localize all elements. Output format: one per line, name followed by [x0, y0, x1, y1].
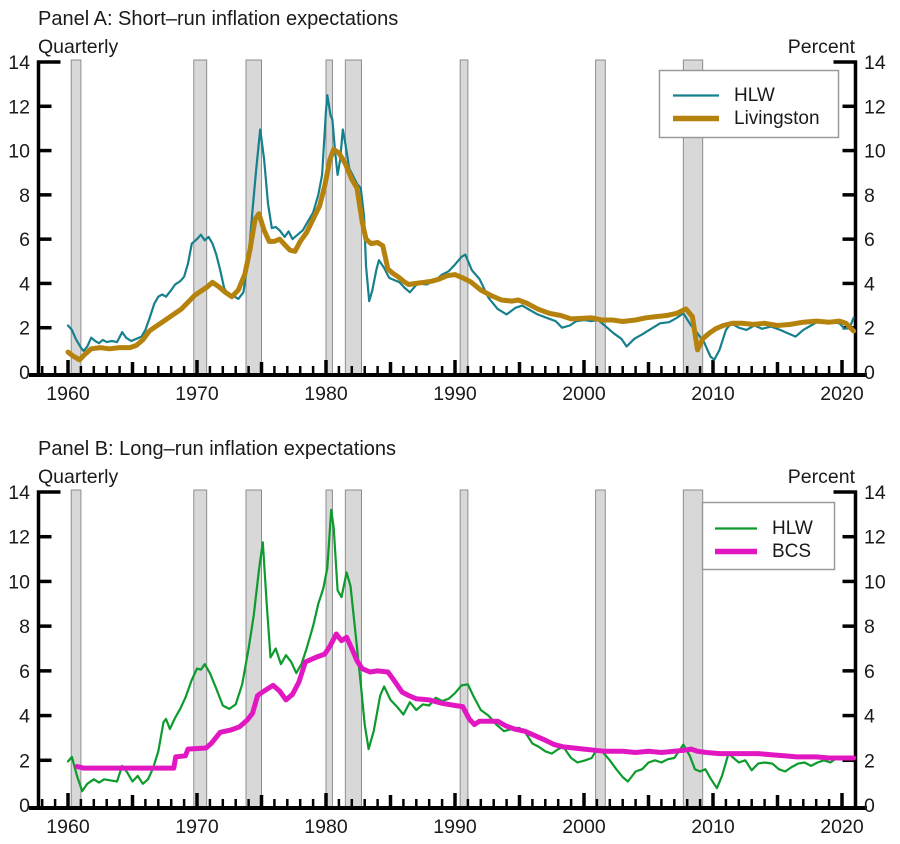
left-y-axis-tick-label: 2 [19, 750, 30, 772]
panel-a-hlw-line [66, 94, 855, 361]
left-y-axis-tick-label: 0 [19, 795, 30, 817]
x-axis-tick-label: 2000 [562, 816, 606, 838]
legend-b-hlw-label: HLW [772, 518, 813, 539]
right-y-axis-tick-label: 14 [864, 482, 886, 504]
x-axis-tick-label: 1980 [304, 383, 348, 405]
panel-b-freq-label: Quarterly [38, 466, 118, 488]
panel-b-title: Panel B: Long–run inflation expectations [38, 438, 396, 460]
left-y-axis-tick-label: 12 [8, 527, 30, 549]
recession-band [459, 59, 469, 375]
recession-band [682, 489, 704, 808]
legend-b-bcs-label: BCS [772, 541, 811, 562]
x-axis-tick-label: 2000 [562, 383, 606, 405]
panel-a-unit-label: Percent [788, 36, 856, 58]
x-axis-tick-label: 1990 [433, 383, 477, 405]
left-y-axis-tick-label: 8 [19, 616, 30, 638]
x-axis-tick-label: 1970 [175, 816, 219, 838]
legend-a-hlw-label: HLW [734, 85, 775, 106]
left-y-axis-tick-label: 4 [19, 706, 30, 728]
panel-a-title: Panel A: Short–run inflation expectation… [38, 8, 398, 30]
right-y-axis-tick-label: 6 [864, 661, 875, 683]
right-y-axis-tick-label: 4 [864, 273, 875, 295]
right-y-axis-tick-label: 12 [864, 527, 886, 549]
x-axis-tick-label: 2010 [691, 383, 735, 405]
recession-band [595, 59, 606, 375]
right-y-axis-tick-label: 10 [864, 571, 886, 593]
left-y-axis-tick-label: 8 [19, 185, 30, 207]
recession-band [595, 489, 606, 808]
panel-b-unit-label: Percent [788, 466, 856, 488]
right-y-axis-tick-label: 0 [864, 795, 875, 817]
legend-a-livingston-label: Livingston [734, 108, 820, 129]
right-y-axis-tick-label: 2 [864, 750, 875, 772]
left-y-axis-tick-label: 10 [8, 141, 30, 163]
left-y-axis-tick-label: 4 [19, 273, 30, 295]
left-y-axis-tick-label: 14 [8, 52, 30, 74]
left-y-axis-tick-label: 6 [19, 229, 30, 251]
x-axis-tick-label: 1990 [433, 816, 477, 838]
x-axis-tick-label: 1970 [175, 383, 219, 405]
recession-band [193, 59, 208, 375]
x-axis-tick-label: 1980 [304, 816, 348, 838]
recession-band [70, 59, 82, 375]
right-y-axis-tick-label: 8 [864, 185, 875, 207]
right-y-axis-tick-label: 2 [864, 318, 875, 340]
left-y-axis-tick-label: 0 [19, 362, 30, 384]
recession-band [193, 489, 208, 808]
legend-box [658, 69, 840, 139]
left-y-axis-tick-label: 14 [8, 482, 30, 504]
right-y-axis-tick-label: 12 [864, 96, 886, 118]
recession-band [459, 489, 469, 808]
right-y-axis-tick-label: 10 [864, 141, 886, 163]
x-axis-tick-label: 1960 [46, 816, 90, 838]
panel-b-hlw-line [66, 508, 855, 793]
panel-a-livingston-line [65, 147, 857, 363]
x-axis-tick-label: 2020 [820, 816, 864, 838]
panel-a-freq-label: Quarterly [38, 36, 118, 58]
x-axis-tick-label: 2020 [820, 383, 864, 405]
right-y-axis-tick-label: 6 [864, 229, 875, 251]
right-y-axis-tick-label: 4 [864, 706, 875, 728]
right-y-axis-tick-label: 14 [864, 52, 886, 74]
right-y-axis-tick-label: 8 [864, 616, 875, 638]
panel-b-bcs-line [74, 631, 857, 771]
left-y-axis-tick-label: 2 [19, 318, 30, 340]
legend-box [701, 501, 836, 571]
x-axis-tick-label: 2010 [691, 816, 735, 838]
x-axis-tick-label: 1960 [46, 383, 90, 405]
left-y-axis-tick-label: 6 [19, 661, 30, 683]
right-y-axis-tick-label: 0 [864, 362, 875, 384]
left-y-axis-tick-label: 10 [8, 571, 30, 593]
left-y-axis-tick-label: 12 [8, 96, 30, 118]
chart-render-layer: 1960 1970 1980 1990 2000 2010 2020024681012140… [8, 52, 886, 838]
